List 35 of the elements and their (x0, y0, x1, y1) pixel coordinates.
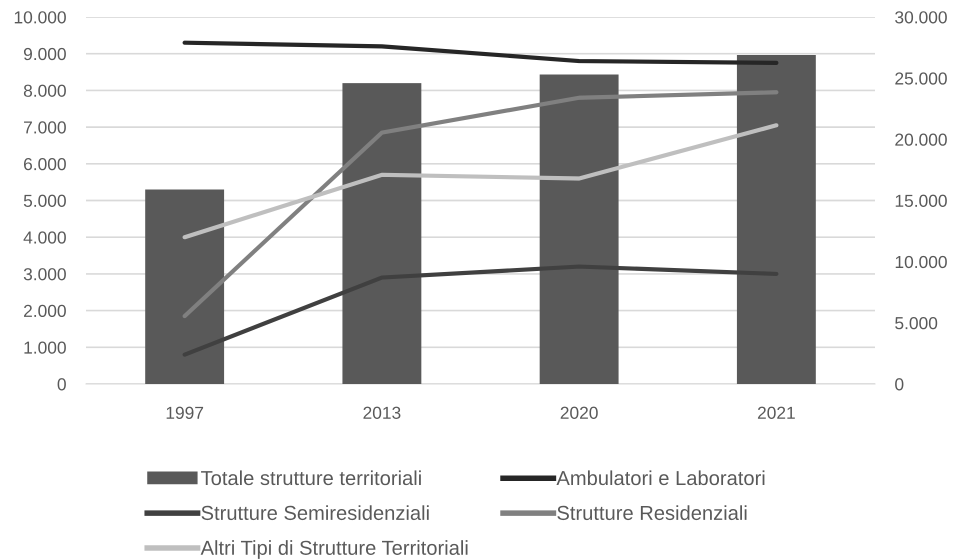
y-tick-label: 3.000 (24, 268, 66, 280)
y-tick-label: 0 (58, 378, 66, 390)
x-tick-label: 2020 (560, 406, 598, 419)
legend-label: Strutture Semiresidenziali (202, 505, 429, 520)
y-tick-label: 6.000 (24, 158, 66, 170)
x-tick-label: 2013 (363, 406, 400, 419)
bar (342, 83, 422, 384)
y-tick-label: 10.000 (14, 11, 66, 24)
bar (145, 190, 224, 384)
y-tick-label: 4.000 (24, 231, 66, 244)
line-series (182, 90, 778, 318)
y-tick-label: 1.000 (24, 341, 66, 354)
y2-tick-label: 20.000 (895, 134, 947, 146)
y-tick-label: 9.000 (24, 48, 66, 60)
line-series (182, 123, 778, 240)
y-tick-label: 5.000 (24, 194, 66, 207)
y2-tick-label: 10.000 (896, 256, 947, 268)
legend-label: Totale strutture territoriali (201, 470, 421, 486)
y2-tick-label: 15.000 (896, 194, 947, 207)
bar (540, 74, 619, 384)
y2-tick-label: 25.000 (895, 72, 947, 85)
y2-tick-label: 0 (895, 378, 904, 390)
line-series (182, 40, 778, 65)
y2-tick-label: 5.000 (895, 317, 938, 330)
bar (736, 54, 816, 384)
legend-label: Strutture Residenziali (557, 505, 746, 520)
legend-label: Altri Tipi di Strutture Territoriali (200, 540, 468, 559)
x-tick-label: 2021 (758, 406, 795, 419)
y-tick-label: 7.000 (24, 121, 66, 134)
line-series (182, 264, 778, 357)
y-tick-label: 8.000 (24, 84, 66, 97)
y2-tick-label: 30.000 (895, 11, 947, 24)
y-tick-label: 2.000 (24, 304, 66, 318)
legend-label: Ambulatori e Laboratori (556, 470, 764, 486)
x-tick-label: 1997 (166, 406, 204, 419)
